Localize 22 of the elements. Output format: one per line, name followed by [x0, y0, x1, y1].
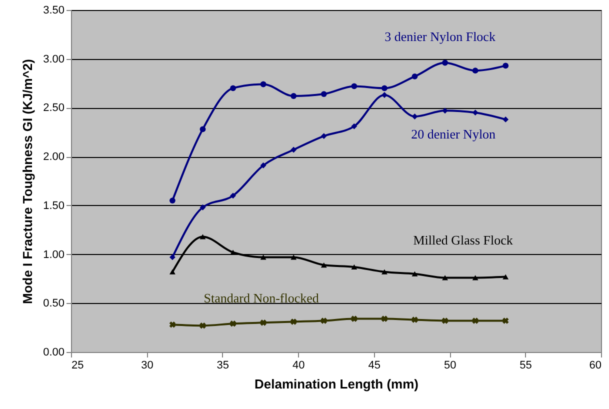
x-tick-label: 45 — [368, 360, 380, 372]
y-tick-label: 3.00 — [43, 53, 64, 66]
x-axis-title: Delamination Length (mm) — [254, 376, 418, 392]
y-tick-label: 0.50 — [43, 298, 64, 310]
y-tick-label: 0.00 — [43, 346, 64, 358]
x-tick-label: 30 — [141, 360, 154, 372]
y-axis-title: Mode I Fracture Toughness GI (KJ/m^2) — [20, 59, 36, 304]
y-tick-label: 3.50 — [43, 4, 64, 16]
series-label: Milled Glass Flock — [413, 232, 514, 248]
x-tick-label: 55 — [520, 360, 532, 372]
series-label: 20 denier Nylon — [411, 126, 496, 142]
x-tick-label: 40 — [292, 360, 305, 372]
y-tick-label: 2.00 — [43, 151, 64, 164]
x-tick-label: 50 — [444, 360, 456, 372]
x-tick-label: 35 — [216, 360, 230, 372]
series-label: 3 denier Nylon Flock — [384, 28, 496, 44]
y-tick-label: 2.50 — [43, 102, 64, 114]
x-tick-label: 25 — [72, 360, 84, 372]
y-tick-label: 1.00 — [43, 248, 64, 261]
y-tick-label: 1.50 — [43, 200, 64, 212]
x-tick-label: 60 — [589, 360, 602, 372]
series-label: Standard Non-flocked — [204, 290, 320, 306]
